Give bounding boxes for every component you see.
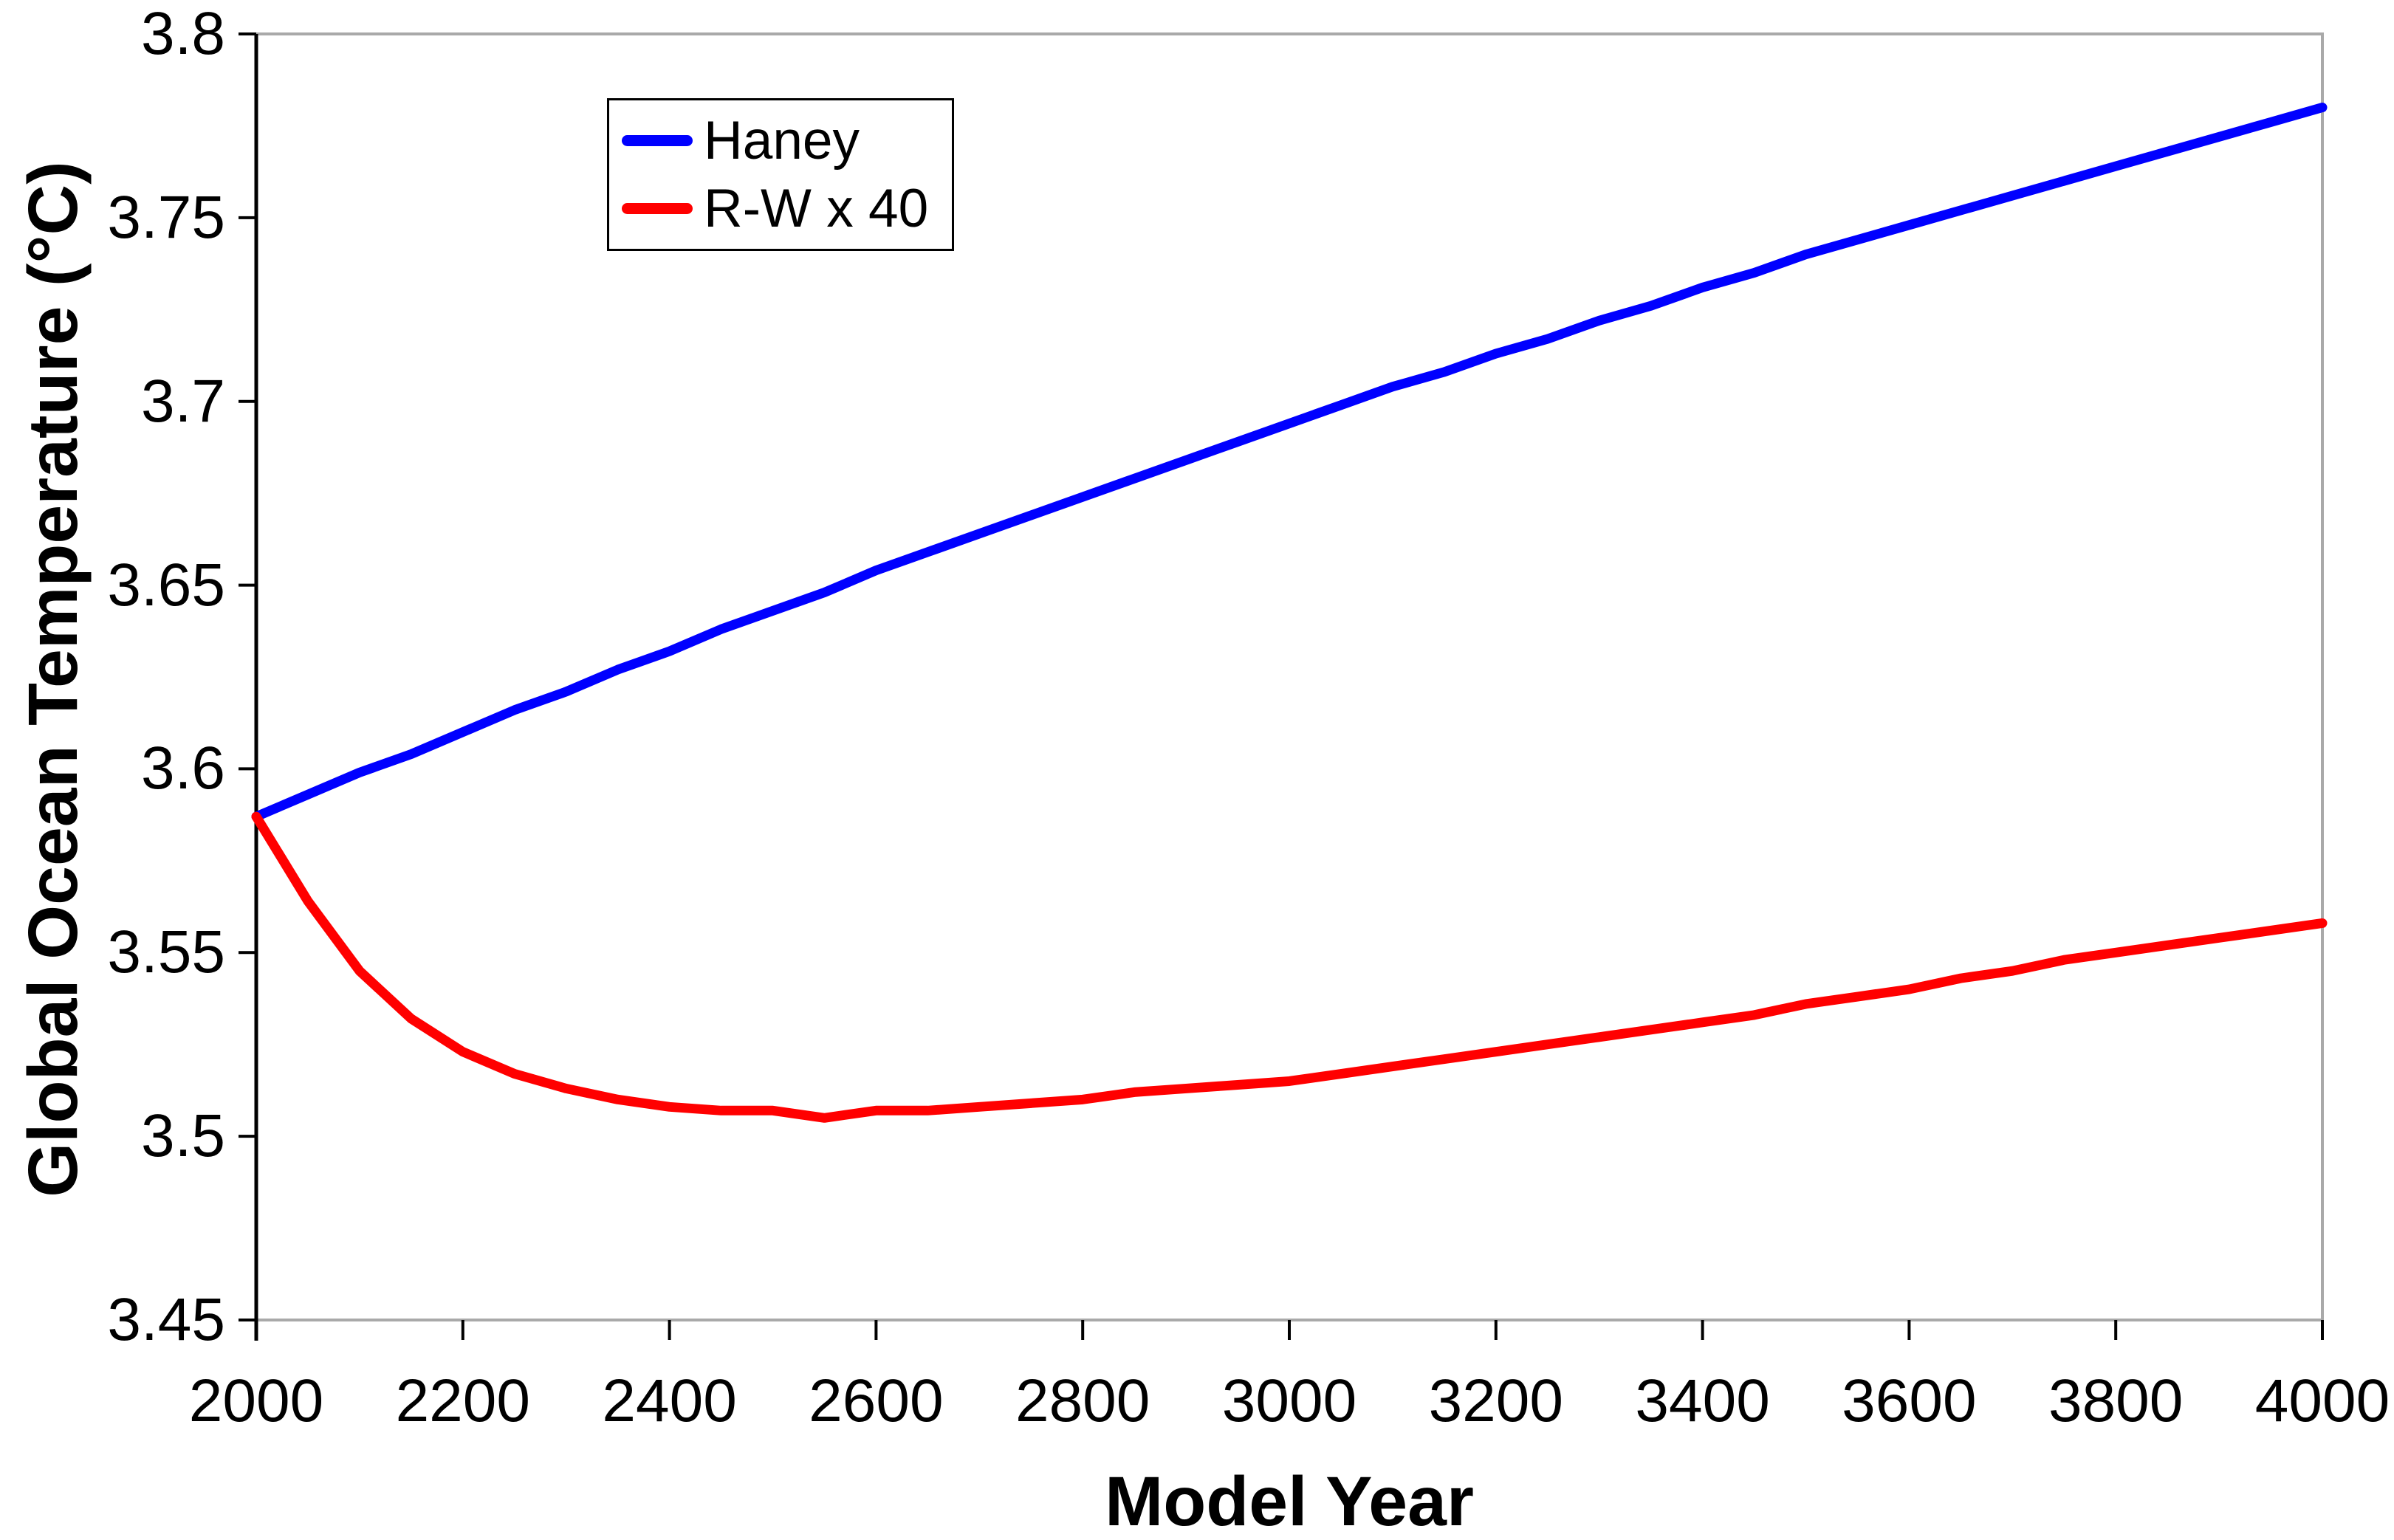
x-tick-label: 2800 — [1015, 1367, 1150, 1434]
legend-row: Haney — [609, 114, 952, 168]
x-tick-label: 3400 — [1635, 1367, 1770, 1434]
legend: Haney R-W x 40 — [607, 98, 954, 251]
x-axis-title: Model Year — [1105, 1462, 1474, 1540]
x-tick-label: 3000 — [1221, 1367, 1357, 1434]
plot-border — [255, 32, 2324, 1321]
legend-line-swatch — [622, 203, 693, 215]
x-tick-label: 2600 — [809, 1367, 944, 1434]
y-tick-label: 3.8 — [141, 0, 225, 67]
series-line-haney — [251, 103, 2328, 822]
legend-label: Haney — [704, 110, 860, 171]
y-tick-label: 3.55 — [107, 918, 225, 986]
y-tick-label: 3.45 — [107, 1286, 225, 1353]
legend-label: R-W x 40 — [704, 179, 929, 239]
x-tick-label: 2400 — [602, 1367, 737, 1434]
y-tick-label: 3.6 — [141, 735, 225, 802]
x-tick-label: 3800 — [2048, 1367, 2184, 1434]
series-line-r-w-x-40 — [251, 811, 2328, 1123]
x-tick-label: 2000 — [188, 1367, 324, 1434]
x-tick-label: 3600 — [1842, 1367, 1977, 1434]
x-tick-label: 2200 — [395, 1367, 530, 1434]
y-tick-label: 3.65 — [107, 551, 225, 619]
x-tick-label: 4000 — [2254, 1367, 2390, 1434]
y-tick-label: 3.7 — [141, 367, 225, 435]
y-tick-label: 3.5 — [141, 1102, 225, 1170]
x-tick-label: 3200 — [1428, 1367, 1563, 1434]
legend-line-swatch — [622, 134, 693, 146]
legend-row: R-W x 40 — [609, 182, 952, 236]
y-tick-label: 3.75 — [107, 183, 225, 251]
